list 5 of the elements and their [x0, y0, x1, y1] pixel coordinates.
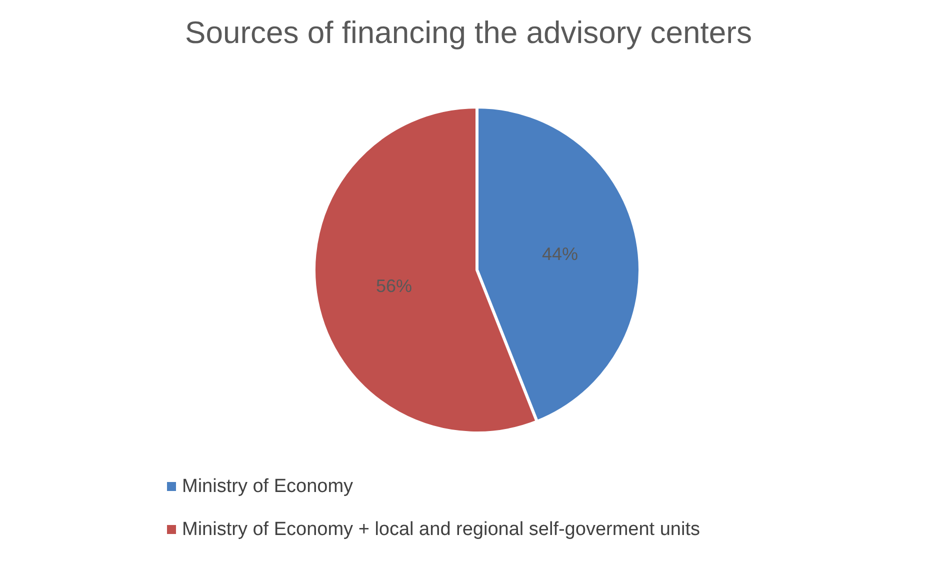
- data-label: 56%: [376, 276, 412, 296]
- legend-label: Ministry of Economy + local and regional self-goverment units: [182, 519, 700, 540]
- chart-title: Sources of financing the advisory centers: [185, 15, 752, 50]
- data-label: 44%: [542, 244, 578, 264]
- legend-label: Ministry of Economy: [182, 476, 354, 497]
